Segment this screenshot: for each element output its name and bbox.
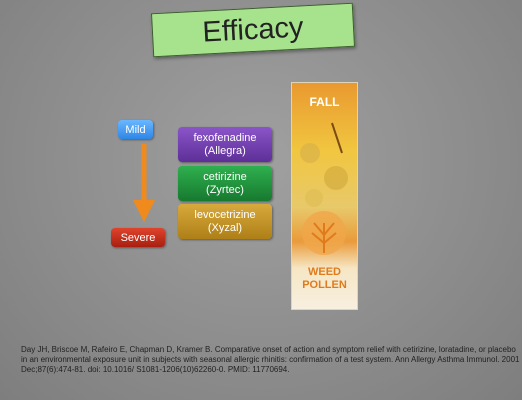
mild-label: Mild bbox=[118, 120, 153, 139]
image-caption-bottom: WEED bbox=[292, 266, 357, 278]
drug-brand: (Zyrtec) bbox=[206, 184, 244, 197]
drug-name: fexofenadine bbox=[194, 132, 257, 145]
image-caption-top: FALL bbox=[292, 95, 357, 109]
slide-title: Efficacy bbox=[151, 3, 355, 58]
drug-name: cetirizine bbox=[203, 171, 246, 184]
drug-brand: (Allegra) bbox=[204, 145, 246, 158]
drug-box: cetirizine (Zyrtec) bbox=[178, 166, 272, 201]
citation: Day JH, Briscoe M, Rafeiro E, Chapman D,… bbox=[21, 345, 521, 375]
drug-brand: (Xyzal) bbox=[208, 222, 242, 235]
slide: Efficacy Mild Severe fexofenadine (Alleg… bbox=[0, 0, 522, 400]
pollen-image: FALL WEED POLLEN bbox=[291, 82, 358, 310]
drug-box: levocetrizine (Xyzal) bbox=[178, 204, 272, 239]
severe-label: Severe bbox=[111, 228, 165, 247]
drug-box: fexofenadine (Allegra) bbox=[178, 127, 272, 162]
drug-name: levocetrizine bbox=[194, 209, 255, 222]
image-caption-bottom: POLLEN bbox=[292, 279, 357, 291]
severity-arrow bbox=[130, 142, 158, 226]
